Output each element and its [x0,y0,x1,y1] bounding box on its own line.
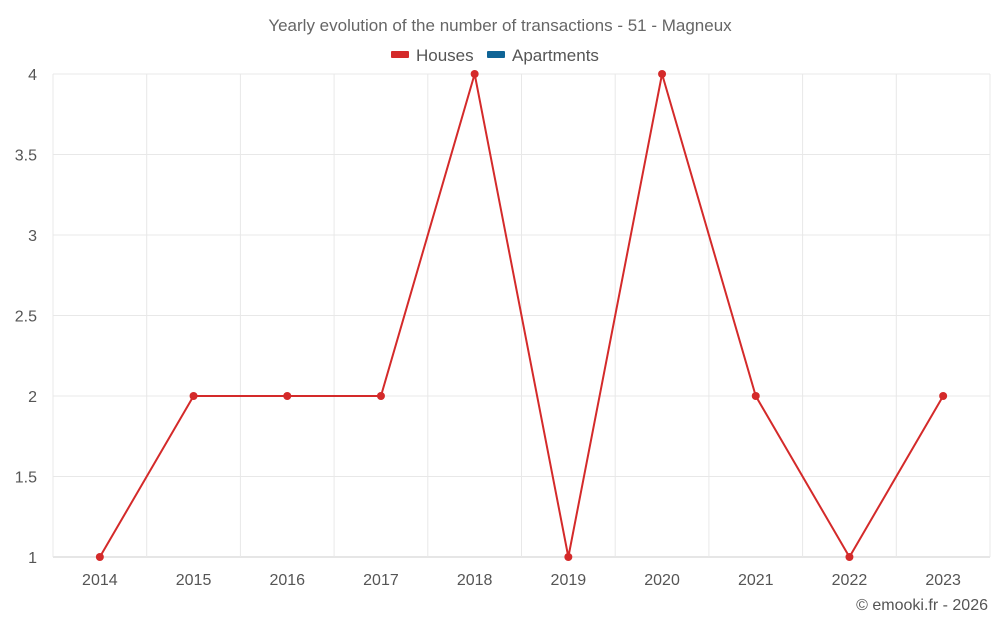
x-tick-label: 2016 [269,572,305,589]
x-tick-label: 2015 [176,572,212,589]
x-tick-label: 2020 [644,572,680,589]
x-axis: 2014 2015 2016 2017 2018 2019 2020 2021 2022 2023 [82,572,961,589]
legend-swatch-houses [391,51,409,58]
chart-title: Yearly evolution of the number of transa… [268,16,732,35]
legend-item-houses[interactable]: Houses [391,46,474,65]
data-point-houses[interactable] [939,392,948,400]
legend-label-houses: Houses [416,46,474,65]
data-point-houses[interactable] [189,392,198,400]
x-tick-label: 2018 [457,572,493,589]
y-tick-label: 3.5 [15,148,37,165]
legend-item-apartments[interactable]: Apartments [487,46,599,65]
data-point-houses[interactable] [751,392,760,400]
y-tick-label: 2.5 [15,309,37,326]
series-layer [95,70,948,561]
x-tick-label: 2021 [738,572,774,589]
y-tick-label: 1 [28,550,37,567]
x-tick-label: 2019 [551,572,587,589]
y-tick-label: 3 [28,228,37,245]
y-tick-label: 4 [28,67,37,84]
legend-swatch-apartments [487,51,505,58]
legend-label-apartments: Apartments [512,46,599,65]
data-point-houses[interactable] [658,70,667,78]
x-tick-label: 2014 [82,572,118,589]
data-point-houses[interactable] [845,553,854,561]
data-point-houses[interactable] [564,553,573,561]
x-tick-label: 2023 [925,572,961,589]
credit-text: © emooki.fr - 2026 [856,597,988,614]
data-point-houses[interactable] [95,553,104,561]
legend: Houses Apartments [391,46,599,65]
y-tick-label: 1.5 [15,470,37,487]
y-tick-label: 2 [28,389,37,406]
y-axis: 1 1.5 2 2.5 3 3.5 4 [15,67,37,567]
data-point-houses[interactable] [283,392,292,400]
data-point-houses[interactable] [376,392,385,400]
data-point-houses[interactable] [470,70,479,78]
x-tick-label: 2022 [832,572,868,589]
x-tick-label: 2017 [363,572,399,589]
series-line-houses [98,73,945,558]
